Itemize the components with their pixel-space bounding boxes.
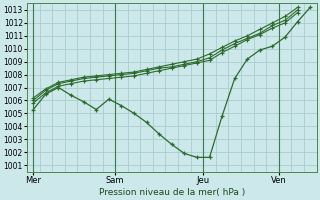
X-axis label: Pression niveau de la mer( hPa ): Pression niveau de la mer( hPa ) — [99, 188, 245, 197]
